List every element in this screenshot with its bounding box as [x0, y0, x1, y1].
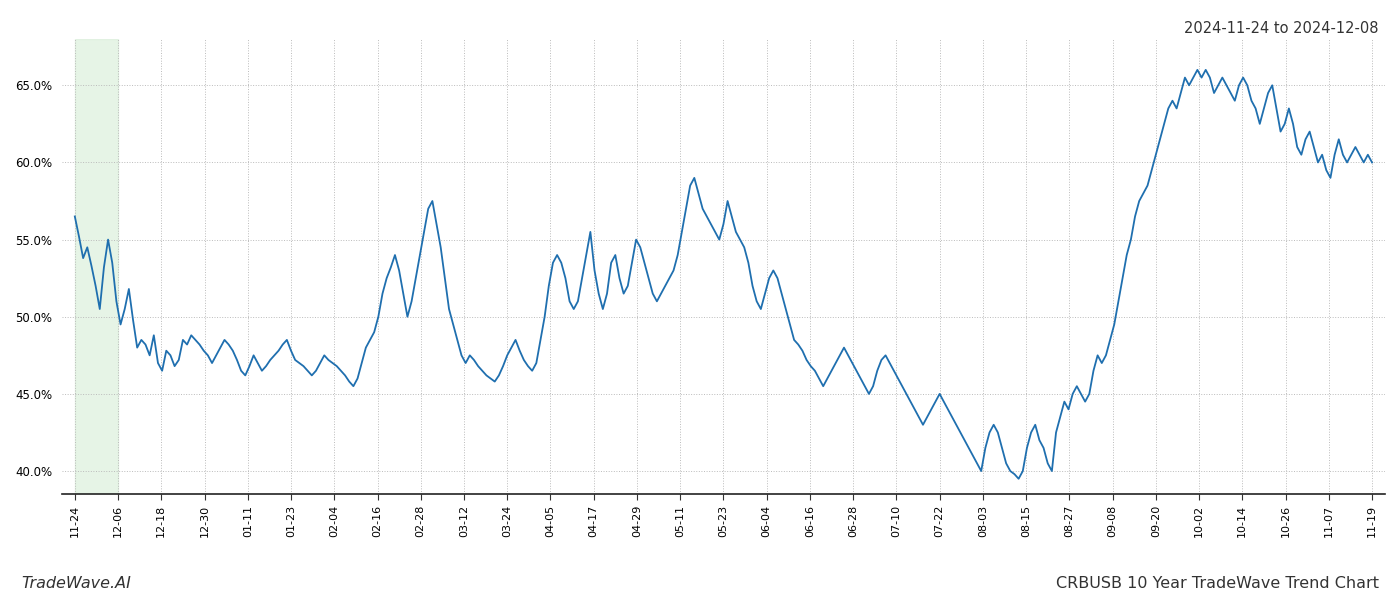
Bar — [74, 39, 118, 494]
Text: CRBUSB 10 Year TradeWave Trend Chart: CRBUSB 10 Year TradeWave Trend Chart — [1056, 576, 1379, 591]
Text: TradeWave.AI: TradeWave.AI — [21, 576, 130, 591]
Text: 2024-11-24 to 2024-12-08: 2024-11-24 to 2024-12-08 — [1184, 21, 1379, 36]
